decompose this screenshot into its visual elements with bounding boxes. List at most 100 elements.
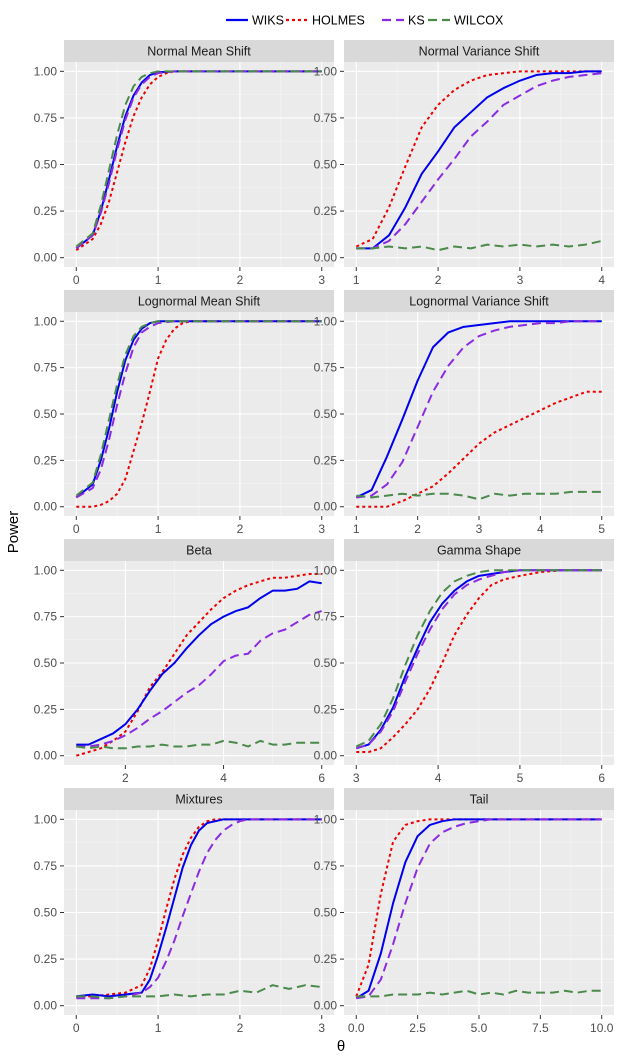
x-tick-label: 2 [237,273,244,287]
x-tick-label: 1 [155,1021,162,1035]
y-tick-label: 0.75 [314,859,338,873]
y-tick-label: 0.50 [314,656,338,670]
x-tick-label: 6 [318,771,325,785]
panel-lognormal-mean-shift: Lognormal Mean Shift 0.00 0.25 0.50 0.75 1.00… [34,290,334,536]
y-tick-label: 1.00 [34,812,58,826]
y-tick-label: 0.75 [34,361,58,375]
strip-background [64,290,334,312]
panel-title: Normal Mean Shift [147,45,251,59]
y-tick-label: 1.00 [314,64,338,78]
y-tick-label: 0.50 [34,906,58,920]
y-tick-label: 0.00 [34,749,58,763]
y-tick-label: 0.00 [34,251,58,265]
x-tick-label: 2.5 [409,1021,426,1035]
y-tick-label: 0.75 [34,859,58,873]
x-tick-label: 2 [414,522,421,536]
x-tick-label: 4 [598,273,605,287]
panel-lognormal-variance-shift: Lognormal Variance Shift 0.00 0.25 0.50 0.75… [314,290,614,536]
strip-background [344,788,614,810]
panel-tail: Tail 0.00 0.25 0.50 0.75 1.00 0.0 2.5 5.0 7.5 10.0 [314,788,614,1035]
y-tick-label: 0.25 [34,204,58,218]
y-tick-label: 0.25 [314,952,338,966]
series-line-wiks [356,70,602,250]
series-line-wiks [76,580,322,746]
y-tick-label: 1.00 [34,563,58,577]
y-tick-label: 0.00 [314,749,338,763]
series-line-ks [76,818,322,1000]
y-tick-label: 0.00 [314,251,338,265]
panel-gamma-shape: Gamma Shape 0.00 0.25 0.50 0.75 1.00 3 4 5 6 [314,539,614,785]
y-tick-label: 1.00 [314,563,338,577]
x-tick-label: 1 [353,522,360,536]
y-tick-label: 0.00 [34,999,58,1013]
series-line-holmes [355,818,602,997]
series-line-wiks [76,818,322,998]
y-tick-label: 0.25 [314,702,338,716]
series-line-holmes [356,569,602,754]
y-tick-label: 0.25 [34,453,58,467]
x-tick-label: 0 [73,522,80,536]
panel-normal-variance-shift: Normal Variance Shift 0.00 0.25 0.50 0.75 1.0… [314,40,614,287]
y-tick-label: 0.00 [314,999,338,1013]
y-axis-title: Power [5,511,22,554]
strip-background [64,788,334,810]
strip-background [64,40,334,62]
x-tick-label: 3 [318,1021,325,1035]
series-line-holmes [356,390,602,508]
series-line-wilcox [75,70,322,248]
y-tick-label: 1.00 [34,64,58,78]
y-tick-label: 0.25 [314,204,338,218]
x-tick-label: 10.0 [590,1021,614,1035]
legend-label-holmes: HOLMES [312,14,365,28]
series-line-wiks [355,320,602,499]
panel-title: Tail [470,793,489,807]
x-tick-label: 2 [122,771,129,785]
y-tick-label: 0.00 [34,500,58,514]
legend-label-ks: KS [408,14,425,28]
y-tick-label: 0.50 [34,407,58,421]
panel-title: Normal Variance Shift [419,45,540,59]
panel-beta: Beta 0.00 0.25 0.50 0.75 1.00 2 4 6 [34,539,334,785]
series-line-ks [356,818,602,1000]
x-tick-label: 3 [353,771,360,785]
y-tick-label: 0.25 [314,453,338,467]
y-tick-label: 0.25 [34,952,58,966]
x-tick-label: 3 [476,522,483,536]
y-tick-label: 0.75 [314,361,338,375]
series-line-ks [356,320,602,499]
x-tick-label: 4 [435,771,442,785]
x-tick-label: 1 [155,522,162,536]
x-tick-label: 4 [537,522,544,536]
x-tick-label: 3 [318,522,325,536]
series-line-wilcox [75,320,322,497]
series-line-holmes [355,70,602,248]
y-tick-label: 0.50 [34,158,58,172]
x-axis-title: θ [337,1038,345,1055]
y-tick-label: 0.75 [34,610,58,624]
series-line-ks [76,610,323,748]
y-tick-label: 0.50 [34,656,58,670]
panel-title: Lognormal Variance Shift [409,295,549,309]
y-tick-label: 0.50 [314,407,338,421]
series-line-ks [356,72,602,250]
x-tick-label: 5 [517,771,524,785]
x-tick-label: 3 [517,273,524,287]
y-tick-label: 0.50 [314,158,338,172]
panel-title: Gamma Shape [437,544,521,558]
legend-label-wiks: WIKS [252,14,284,28]
panel-title: Lognormal Mean Shift [138,295,261,309]
series-line-wilcox [355,569,602,748]
x-tick-label: 1 [353,273,360,287]
x-tick-label: 2 [435,273,442,287]
strip-background [64,539,334,561]
x-tick-label: 4 [220,771,227,785]
y-tick-label: 0.50 [314,906,338,920]
x-tick-label: 0 [73,273,80,287]
x-tick-label: 3 [318,273,325,287]
x-tick-label: 0.0 [348,1021,365,1035]
y-tick-label: 1.00 [314,812,338,826]
panel-title: Beta [186,544,212,558]
series-line-holmes [75,572,322,757]
